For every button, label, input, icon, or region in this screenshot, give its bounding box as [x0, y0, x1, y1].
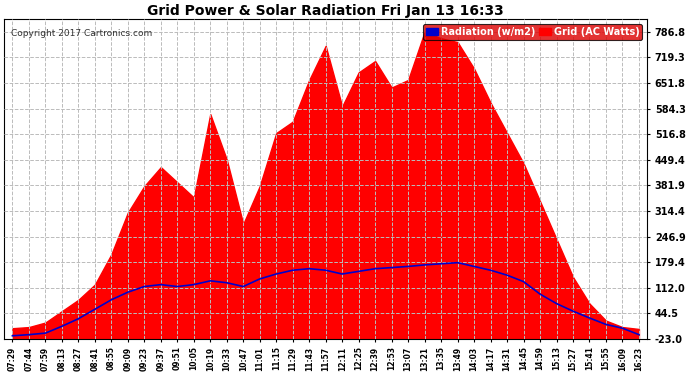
Title: Grid Power & Solar Radiation Fri Jan 13 16:33: Grid Power & Solar Radiation Fri Jan 13 …: [147, 4, 504, 18]
Text: Copyright 2017 Cartronics.com: Copyright 2017 Cartronics.com: [10, 29, 152, 38]
Legend: Radiation (w/m2), Grid (AC Watts): Radiation (w/m2), Grid (AC Watts): [424, 24, 642, 40]
